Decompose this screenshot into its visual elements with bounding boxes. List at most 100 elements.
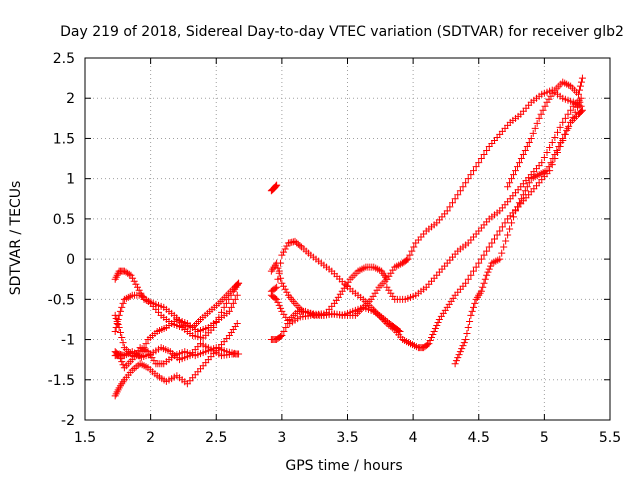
data-point — [451, 195, 459, 203]
data-point — [515, 159, 523, 167]
data-point — [564, 110, 572, 118]
x-tick-label: 2 — [146, 430, 155, 446]
data-point — [134, 283, 141, 291]
data-point — [502, 237, 510, 245]
data-point — [408, 247, 416, 255]
data-point — [477, 255, 485, 263]
data-point — [456, 348, 464, 356]
data-point — [462, 279, 470, 287]
data-point — [483, 271, 491, 279]
data-point — [504, 183, 512, 191]
data-point — [433, 321, 441, 329]
x-tick-label: 3 — [277, 430, 286, 446]
data-point — [278, 279, 286, 287]
data-point — [491, 235, 498, 243]
data-point — [488, 239, 496, 247]
data-point — [274, 264, 282, 272]
data-point — [577, 78, 585, 86]
data-point — [274, 298, 282, 306]
data-point — [575, 86, 583, 94]
data-point — [277, 304, 285, 312]
data-point — [463, 330, 471, 338]
data-point — [111, 328, 119, 336]
data-point — [296, 242, 304, 250]
data-point — [481, 275, 489, 283]
data-point — [506, 225, 514, 233]
data-point — [471, 299, 479, 307]
y-tick-label: -1.5 — [48, 373, 75, 389]
data-point — [459, 183, 467, 191]
data-point — [396, 328, 404, 336]
data-point — [549, 155, 557, 163]
data-point — [475, 159, 483, 167]
data-point — [429, 331, 437, 339]
data-point — [130, 277, 138, 285]
data-point — [475, 259, 483, 267]
data-point — [567, 106, 575, 114]
data-point — [510, 171, 518, 179]
data-point — [519, 151, 527, 159]
data-point — [404, 255, 412, 263]
data-point — [539, 106, 547, 114]
grid — [85, 58, 610, 420]
data-point — [529, 129, 537, 137]
data-point — [545, 163, 553, 171]
data-point — [578, 74, 586, 82]
data-point — [222, 299, 230, 307]
data-point — [504, 231, 512, 239]
y-tick-label: -0.5 — [48, 292, 75, 308]
data-point — [424, 341, 432, 349]
data-point — [383, 275, 391, 283]
data-point — [231, 295, 239, 303]
data-point — [479, 283, 487, 291]
data-point — [466, 317, 474, 325]
data-point — [225, 295, 233, 303]
data-point — [430, 328, 438, 336]
data-point — [119, 339, 127, 347]
data-point — [119, 299, 127, 307]
data-point — [541, 102, 549, 110]
data-point — [477, 287, 485, 295]
data-point — [555, 142, 563, 150]
data-point — [523, 183, 531, 191]
data-point — [425, 340, 433, 348]
data-point — [464, 175, 472, 183]
data-point — [498, 249, 506, 257]
x-tick-label: 2.5 — [205, 430, 227, 446]
data-point — [113, 317, 121, 325]
data-point — [525, 179, 533, 187]
data-point — [519, 191, 527, 199]
data-point — [277, 274, 285, 282]
data-point — [282, 323, 290, 331]
data-point — [452, 357, 460, 365]
data-point — [554, 128, 561, 136]
data-point — [227, 291, 235, 299]
data-point — [487, 262, 495, 270]
series-track-6 — [111, 344, 241, 372]
data-point — [129, 274, 137, 282]
data-point — [116, 307, 124, 315]
data-point — [273, 295, 281, 303]
data-point — [483, 247, 491, 255]
data-point — [467, 171, 475, 179]
data-point — [551, 133, 559, 141]
data-point — [127, 271, 135, 279]
data-point — [472, 163, 480, 171]
data-point — [233, 350, 241, 358]
data-point — [138, 292, 146, 300]
data-point — [277, 333, 285, 341]
data-point — [449, 199, 456, 207]
data-point — [485, 243, 493, 251]
data-point — [462, 179, 470, 187]
data-point — [280, 282, 288, 290]
data-point — [535, 114, 543, 122]
y-tick-label: -1 — [61, 333, 75, 349]
data-point — [521, 147, 529, 155]
y-tick-label: 1.5 — [53, 131, 75, 147]
data-point — [543, 149, 551, 157]
data-point — [455, 351, 463, 359]
data-point — [460, 339, 468, 347]
data-point — [513, 203, 521, 211]
data-point — [470, 303, 477, 311]
